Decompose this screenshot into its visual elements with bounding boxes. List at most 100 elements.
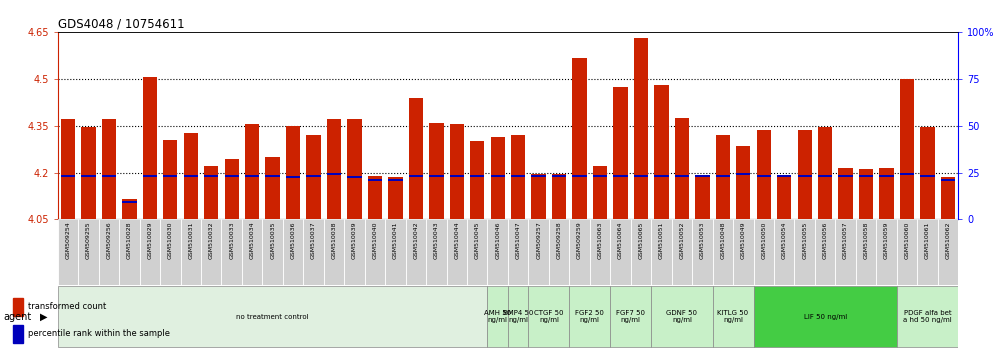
Bar (163, 175, 177, 177)
Text: percentile rank within the sample: percentile rank within the sample (28, 329, 170, 338)
Bar (839, 175, 853, 177)
Text: GSM510045: GSM510045 (475, 222, 480, 259)
Bar (896, 219, 917, 285)
Bar (630, 219, 651, 285)
Bar (487, 219, 508, 285)
Bar (818, 127, 833, 219)
Bar (671, 219, 692, 285)
Text: GSM510029: GSM510029 (147, 222, 152, 259)
Bar (777, 177, 792, 219)
Bar (183, 133, 198, 219)
Bar (736, 146, 750, 219)
Bar (674, 175, 689, 177)
Bar (590, 219, 611, 285)
Bar (180, 219, 201, 285)
Text: GSM510037: GSM510037 (311, 222, 316, 259)
Text: GSM510055: GSM510055 (802, 222, 807, 259)
Bar (570, 219, 590, 285)
Bar (201, 219, 221, 285)
Bar (388, 179, 402, 182)
Bar (611, 219, 630, 285)
Text: GSM510054: GSM510054 (782, 222, 787, 259)
Bar (818, 175, 833, 177)
Text: GSM510034: GSM510034 (250, 222, 255, 259)
Bar (633, 175, 648, 177)
Bar (58, 219, 79, 285)
Text: GSM510046: GSM510046 (495, 222, 500, 259)
Text: GSM510042: GSM510042 (413, 222, 418, 259)
Text: GSM510058: GSM510058 (864, 222, 869, 259)
Bar (446, 219, 467, 285)
Bar (611, 286, 651, 347)
Bar (470, 141, 484, 219)
Bar (549, 219, 570, 285)
Bar (487, 286, 508, 347)
Bar (573, 175, 587, 177)
Bar (695, 177, 709, 219)
Bar (532, 174, 546, 219)
Bar (937, 219, 958, 285)
Bar (795, 219, 815, 285)
Bar (82, 127, 96, 219)
Text: GSM510028: GSM510028 (126, 222, 131, 259)
Bar (508, 219, 529, 285)
Bar (365, 219, 385, 285)
Bar (879, 175, 893, 177)
Bar (266, 175, 280, 177)
Bar (426, 219, 446, 285)
Text: GSM510053: GSM510053 (700, 222, 705, 259)
Text: GSM509254: GSM509254 (66, 222, 71, 259)
Text: GSM510036: GSM510036 (291, 222, 296, 259)
Bar (79, 219, 99, 285)
Text: GSM510043: GSM510043 (434, 222, 439, 259)
Bar (224, 159, 239, 219)
Bar (491, 175, 505, 177)
Text: BMP4 50
ng/ml: BMP4 50 ng/ml (503, 310, 534, 323)
Text: GDNF 50
ng/ml: GDNF 50 ng/ml (666, 310, 697, 323)
Bar (529, 286, 570, 347)
Bar (449, 175, 464, 177)
Bar (286, 176, 300, 178)
Bar (532, 175, 546, 177)
Bar (593, 166, 608, 219)
Text: GSM510049: GSM510049 (741, 222, 746, 259)
Bar (368, 179, 382, 182)
Bar (716, 135, 730, 219)
Text: GSM509256: GSM509256 (107, 222, 112, 259)
Bar (570, 286, 611, 347)
Bar (183, 175, 198, 177)
Text: GSM510048: GSM510048 (720, 222, 725, 259)
Bar (385, 219, 405, 285)
Text: GSM510031: GSM510031 (188, 222, 193, 259)
Bar (224, 175, 239, 177)
Text: GDS4048 / 10754611: GDS4048 / 10754611 (58, 18, 184, 31)
Bar (529, 219, 549, 285)
Text: GSM510047: GSM510047 (516, 222, 521, 259)
Text: CTGF 50
ng/ml: CTGF 50 ng/ml (534, 310, 564, 323)
Bar (777, 175, 792, 177)
Bar (692, 219, 712, 285)
Text: GSM510035: GSM510035 (270, 222, 275, 259)
Bar (674, 118, 689, 219)
Bar (654, 175, 668, 177)
Bar (13, 325, 23, 343)
Bar (511, 175, 525, 177)
Bar (920, 127, 934, 219)
Text: GSM510050: GSM510050 (761, 222, 766, 259)
Bar (899, 79, 914, 219)
Bar (754, 286, 896, 347)
Bar (920, 175, 934, 177)
Bar (221, 219, 242, 285)
Bar (142, 77, 157, 219)
Bar (368, 176, 382, 219)
Bar (160, 219, 180, 285)
Bar (757, 175, 771, 177)
Text: AMH 50
ng/ml: AMH 50 ng/ml (484, 310, 511, 323)
Bar (614, 175, 627, 177)
Bar (307, 135, 321, 219)
Bar (245, 124, 259, 219)
Text: GSM510030: GSM510030 (167, 222, 173, 259)
Text: GSM510033: GSM510033 (229, 222, 234, 259)
Bar (139, 219, 160, 285)
Bar (348, 119, 362, 219)
